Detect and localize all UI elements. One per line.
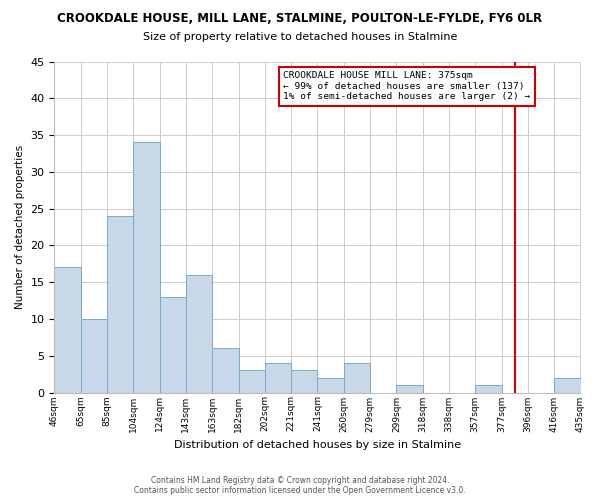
Bar	[133, 142, 160, 392]
Bar	[212, 348, 239, 393]
Bar	[554, 378, 581, 392]
Bar	[475, 385, 502, 392]
Bar	[239, 370, 265, 392]
Text: CROOKDALE HOUSE, MILL LANE, STALMINE, POULTON-LE-FYLDE, FY6 0LR: CROOKDALE HOUSE, MILL LANE, STALMINE, PO…	[58, 12, 542, 26]
Bar	[291, 370, 317, 392]
Bar	[397, 385, 422, 392]
Bar	[81, 319, 107, 392]
Y-axis label: Number of detached properties: Number of detached properties	[15, 145, 25, 309]
Bar	[317, 378, 344, 392]
Bar	[160, 297, 186, 392]
Text: Size of property relative to detached houses in Stalmine: Size of property relative to detached ho…	[143, 32, 457, 42]
Text: Contains HM Land Registry data © Crown copyright and database right 2024.
Contai: Contains HM Land Registry data © Crown c…	[134, 476, 466, 495]
Bar	[265, 363, 291, 392]
Bar	[344, 363, 370, 392]
X-axis label: Distribution of detached houses by size in Stalmine: Distribution of detached houses by size …	[174, 440, 461, 450]
Text: CROOKDALE HOUSE MILL LANE: 375sqm
← 99% of detached houses are smaller (137)
1% : CROOKDALE HOUSE MILL LANE: 375sqm ← 99% …	[283, 72, 530, 101]
Bar	[186, 275, 212, 392]
Bar	[55, 268, 81, 392]
Bar	[107, 216, 133, 392]
